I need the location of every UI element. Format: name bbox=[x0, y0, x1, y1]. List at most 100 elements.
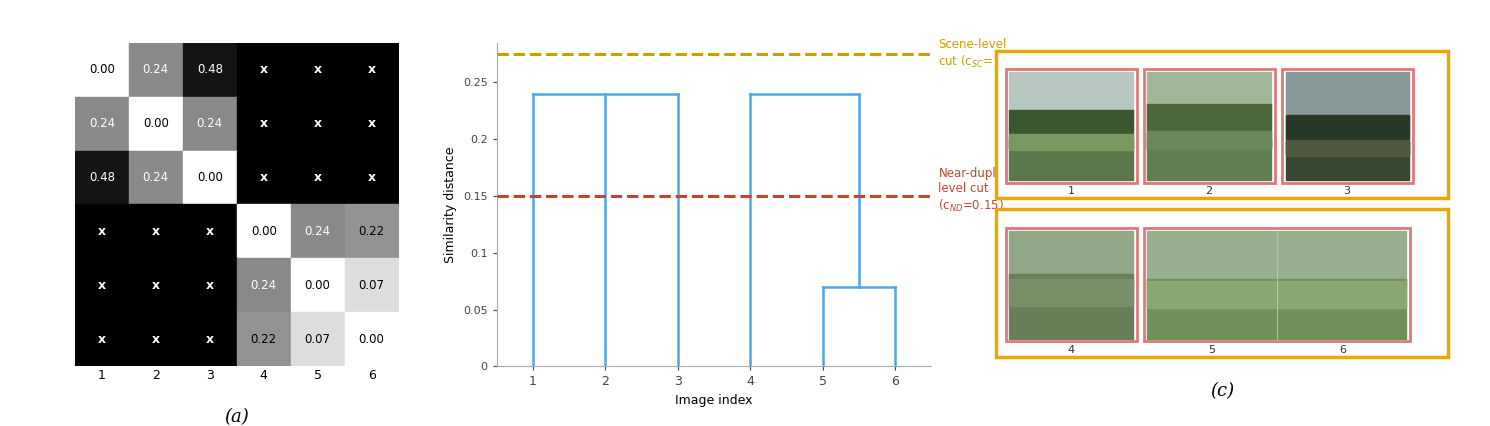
Text: 0.48: 0.48 bbox=[89, 171, 115, 184]
Text: x: x bbox=[368, 117, 375, 130]
Text: (a): (a) bbox=[225, 409, 249, 426]
Text: x: x bbox=[313, 117, 322, 130]
Text: 0.22: 0.22 bbox=[359, 225, 384, 238]
Bar bbox=[183, 97, 237, 150]
Bar bbox=[344, 150, 399, 204]
Bar bbox=[74, 150, 128, 204]
Text: 5: 5 bbox=[1208, 345, 1216, 354]
Text: 2: 2 bbox=[1205, 186, 1213, 196]
Text: 0.07: 0.07 bbox=[359, 279, 384, 292]
Bar bbox=[1144, 69, 1274, 183]
Text: 0.24: 0.24 bbox=[197, 117, 224, 130]
Bar bbox=[291, 150, 344, 204]
Bar bbox=[1147, 72, 1271, 180]
Text: 0.24: 0.24 bbox=[250, 279, 277, 292]
Bar bbox=[1286, 115, 1410, 153]
Text: x: x bbox=[98, 279, 106, 292]
Text: 0.22: 0.22 bbox=[250, 333, 277, 346]
X-axis label: Image index: Image index bbox=[675, 394, 752, 407]
Bar bbox=[1147, 279, 1275, 339]
Bar bbox=[1009, 72, 1132, 180]
Bar bbox=[1147, 281, 1275, 308]
Bar bbox=[74, 312, 128, 366]
Text: 4: 4 bbox=[1067, 345, 1074, 354]
Text: x: x bbox=[98, 333, 106, 346]
Text: x: x bbox=[206, 333, 215, 346]
Text: x: x bbox=[206, 279, 215, 292]
Bar bbox=[237, 204, 291, 259]
Bar bbox=[1278, 281, 1407, 308]
Bar bbox=[291, 97, 344, 150]
Bar bbox=[344, 43, 399, 97]
Bar bbox=[237, 97, 291, 150]
Bar bbox=[1147, 139, 1271, 180]
Bar bbox=[128, 259, 183, 312]
Bar bbox=[1009, 230, 1132, 339]
Bar bbox=[1009, 110, 1132, 147]
Bar bbox=[291, 204, 344, 259]
Text: 0.24: 0.24 bbox=[143, 171, 168, 184]
Bar bbox=[1278, 230, 1407, 339]
Text: 0.07: 0.07 bbox=[304, 333, 331, 346]
Text: (c): (c) bbox=[1210, 383, 1234, 400]
Bar bbox=[1278, 230, 1407, 290]
Bar bbox=[1147, 72, 1271, 126]
Bar bbox=[1147, 131, 1271, 147]
Text: x: x bbox=[152, 333, 159, 346]
Text: x: x bbox=[313, 171, 322, 184]
Text: 0.00: 0.00 bbox=[197, 171, 222, 184]
Bar bbox=[237, 150, 291, 204]
Bar bbox=[1006, 228, 1137, 341]
Bar bbox=[1286, 72, 1410, 137]
Text: 0.00: 0.00 bbox=[89, 63, 115, 76]
Bar bbox=[1278, 279, 1407, 339]
Bar bbox=[128, 312, 183, 366]
Bar bbox=[997, 51, 1448, 198]
Text: 6: 6 bbox=[1340, 345, 1345, 354]
Bar bbox=[183, 259, 237, 312]
Bar bbox=[183, 204, 237, 259]
Bar bbox=[183, 312, 237, 366]
Text: x: x bbox=[98, 225, 106, 238]
Bar bbox=[183, 43, 237, 97]
Bar bbox=[74, 259, 128, 312]
Text: Scene-level
cut (c$_{SC}$=1): Scene-level cut (c$_{SC}$=1) bbox=[939, 38, 1007, 70]
Text: 0.24: 0.24 bbox=[304, 225, 331, 238]
Text: Near-duplicate
level cut
(c$_{ND}$=0.15): Near-duplicate level cut (c$_{ND}$=0.15) bbox=[939, 167, 1025, 213]
Bar bbox=[237, 312, 291, 366]
Text: x: x bbox=[152, 225, 159, 238]
Text: x: x bbox=[259, 171, 268, 184]
Bar bbox=[74, 43, 128, 97]
Text: x: x bbox=[259, 117, 268, 130]
Bar bbox=[1286, 72, 1410, 180]
Bar bbox=[1009, 230, 1132, 285]
Bar bbox=[1147, 230, 1275, 339]
Bar bbox=[291, 43, 344, 97]
Bar bbox=[1281, 69, 1413, 183]
Text: x: x bbox=[368, 171, 375, 184]
Text: x: x bbox=[368, 63, 375, 76]
Bar bbox=[1009, 139, 1132, 180]
Bar bbox=[237, 259, 291, 312]
Text: 0.00: 0.00 bbox=[359, 333, 384, 346]
Text: 0.00: 0.00 bbox=[143, 117, 168, 130]
Bar bbox=[1147, 104, 1271, 147]
Bar bbox=[344, 259, 399, 312]
Bar bbox=[344, 204, 399, 259]
Text: 3: 3 bbox=[1344, 186, 1350, 196]
Bar bbox=[291, 312, 344, 366]
Bar bbox=[1286, 142, 1410, 180]
Bar bbox=[128, 97, 183, 150]
Text: x: x bbox=[313, 63, 322, 76]
Bar bbox=[237, 43, 291, 97]
Bar bbox=[1147, 230, 1275, 290]
Bar bbox=[128, 204, 183, 259]
Y-axis label: Similarity distance: Similarity distance bbox=[444, 146, 457, 263]
Bar bbox=[291, 259, 344, 312]
Bar bbox=[1009, 133, 1132, 150]
Bar bbox=[344, 97, 399, 150]
Bar bbox=[1144, 228, 1410, 341]
Text: 0.24: 0.24 bbox=[143, 63, 168, 76]
Bar bbox=[1006, 69, 1137, 183]
Text: 0.00: 0.00 bbox=[250, 225, 277, 238]
